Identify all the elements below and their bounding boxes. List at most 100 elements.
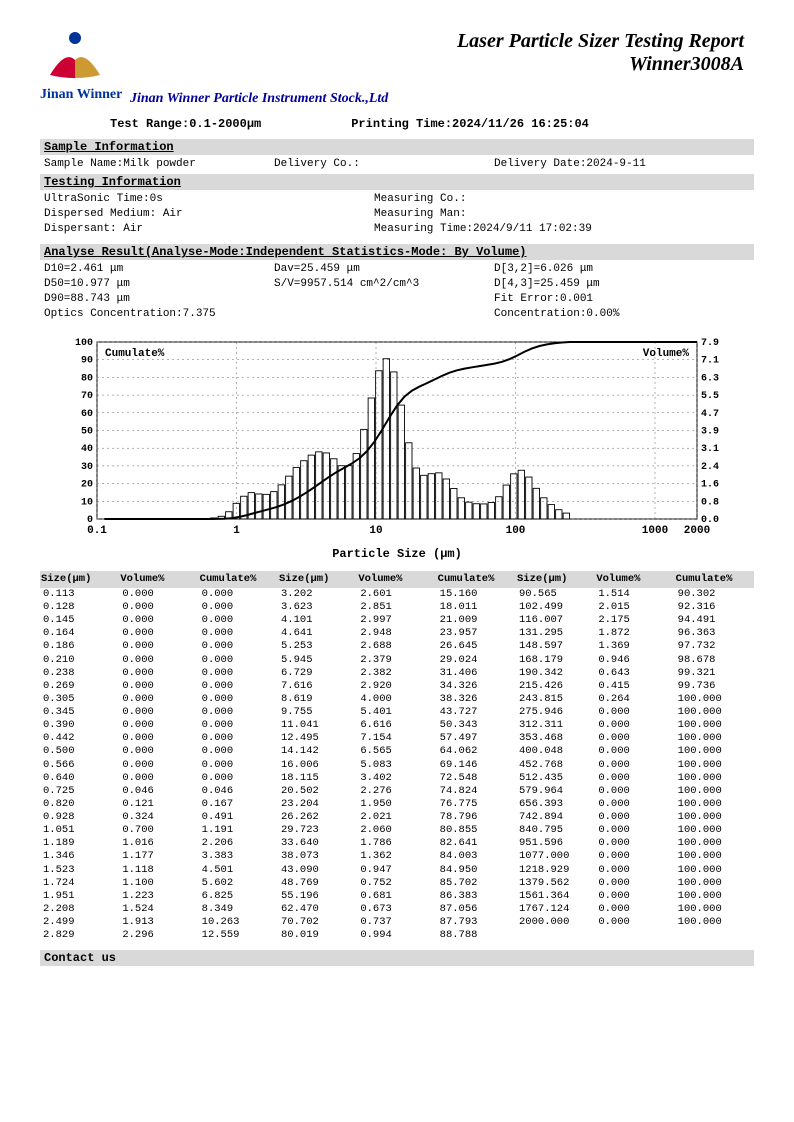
table-cell: 0.046 <box>199 785 278 798</box>
table-cell: 34.326 <box>437 680 516 693</box>
table-cell: 0.737 <box>357 916 436 929</box>
table-cell: 100.000 <box>675 785 754 798</box>
svg-text:80: 80 <box>81 373 93 384</box>
brand-name: Jinan Winner <box>40 87 122 103</box>
report-page: Jinan Winner Laser Particle Sizer Testin… <box>0 0 794 1122</box>
table-cell: 100.000 <box>675 706 754 719</box>
table-cell: 0.000 <box>199 601 278 614</box>
table-cell: 275.946 <box>516 706 595 719</box>
table-header: Volume% <box>595 571 674 588</box>
table-cell: 0.491 <box>199 811 278 824</box>
winner-logo-icon <box>40 30 110 85</box>
table-cell: 1077.000 <box>516 850 595 863</box>
table-cell: 2.997 <box>357 614 436 627</box>
table-cell: 2.851 <box>357 601 436 614</box>
table-cell: 14.142 <box>278 745 357 758</box>
svg-text:10: 10 <box>81 497 93 508</box>
table-cell: 0.000 <box>199 693 278 706</box>
table-cell: 0.000 <box>199 719 278 732</box>
table-cell: 4.101 <box>278 614 357 627</box>
table-cell: 0.000 <box>595 824 674 837</box>
table-cell: 20.502 <box>278 785 357 798</box>
table-cell: 100.000 <box>675 772 754 785</box>
svg-text:1: 1 <box>233 525 240 537</box>
table-cell: 0.238 <box>40 667 119 680</box>
table-cell: 69.146 <box>437 759 516 772</box>
table-cell: 0.264 <box>595 693 674 706</box>
table-cell: 26.645 <box>437 640 516 653</box>
table-cell: 2.382 <box>357 667 436 680</box>
table-cell <box>516 929 595 942</box>
svg-text:30: 30 <box>81 462 93 473</box>
table-cell: 0.186 <box>40 640 119 653</box>
table-header: Volume% <box>119 571 198 588</box>
table-cell: 100.000 <box>675 719 754 732</box>
table-cell: 0.000 <box>199 772 278 785</box>
table-cell: 99.736 <box>675 680 754 693</box>
table-cell: 90.302 <box>675 588 754 601</box>
table-cell: 43.727 <box>437 706 516 719</box>
table-cell: 100.000 <box>675 916 754 929</box>
table-cell: 2000.000 <box>516 916 595 929</box>
table-cell: 0.345 <box>40 706 119 719</box>
table-cell: 951.596 <box>516 837 595 850</box>
table-cell: 78.796 <box>437 811 516 824</box>
table-cell: 96.363 <box>675 627 754 640</box>
table-cell: 0.000 <box>119 693 198 706</box>
table-cell: 85.702 <box>437 877 516 890</box>
table-cell: 1.189 <box>40 837 119 850</box>
chart-xlabel: Particle Size (μm) <box>40 547 754 561</box>
table-cell: 0.000 <box>595 877 674 890</box>
table-cell: 0.046 <box>119 785 198 798</box>
table-cell: 1.223 <box>119 890 198 903</box>
table-cell: 2.060 <box>357 824 436 837</box>
table-cell: 0.000 <box>595 732 674 745</box>
table-cell: 0.000 <box>595 837 674 850</box>
table-cell: 33.640 <box>278 837 357 850</box>
table-cell: 1.362 <box>357 850 436 863</box>
table-cell: 0.000 <box>119 680 198 693</box>
table-cell: 102.499 <box>516 601 595 614</box>
table-cell: 400.048 <box>516 745 595 758</box>
table-cell: 0.673 <box>357 903 436 916</box>
table-cell: 29.723 <box>278 824 357 837</box>
table-cell: 6.729 <box>278 667 357 680</box>
table-cell: 0.269 <box>40 680 119 693</box>
table-cell: 4.641 <box>278 627 357 640</box>
svg-text:Cumulate%: Cumulate% <box>105 348 165 360</box>
table-header: Cumulate% <box>437 571 516 588</box>
table-cell: 0.000 <box>199 614 278 627</box>
table-cell: 87.793 <box>437 916 516 929</box>
table-cell: 23.204 <box>278 798 357 811</box>
svg-text:2000: 2000 <box>684 525 710 537</box>
table-cell: 10.263 <box>199 916 278 929</box>
table-cell: 0.000 <box>199 745 278 758</box>
table-cell: 0.000 <box>199 732 278 745</box>
sample-info-header: Sample Information <box>40 139 754 155</box>
table-cell: 7.154 <box>357 732 436 745</box>
table-cell: 64.062 <box>437 745 516 758</box>
medium: Dispersed Medium: Air <box>44 207 374 222</box>
svg-text:60: 60 <box>81 409 93 420</box>
dispersant: Dispersant: Air <box>44 222 374 237</box>
table-cell: 0.500 <box>40 745 119 758</box>
table-cell: 2.276 <box>357 785 436 798</box>
d32: D[3,2]=6.026 μm <box>494 262 750 277</box>
table-cell: 2.829 <box>40 929 119 942</box>
table-cell: 88.788 <box>437 929 516 942</box>
d50: D50=10.977 μm <box>44 277 274 292</box>
table-cell: 0.442 <box>40 732 119 745</box>
table-cell: 80.019 <box>278 929 357 942</box>
table-cell: 2.175 <box>595 614 674 627</box>
table-cell: 2.499 <box>40 916 119 929</box>
table-cell: 0.700 <box>119 824 198 837</box>
table-cell: 18.011 <box>437 601 516 614</box>
table-cell: 0.121 <box>119 798 198 811</box>
table-cell: 579.964 <box>516 785 595 798</box>
table-cell: 0.000 <box>119 732 198 745</box>
table-cell: 43.090 <box>278 864 357 877</box>
table-cell: 82.641 <box>437 837 516 850</box>
ultrasonic: UltraSonic Time:0s <box>44 192 374 207</box>
svg-text:20: 20 <box>81 479 93 490</box>
info-line: Test Range:0.1-2000μm Printing Time:2024… <box>110 117 754 131</box>
